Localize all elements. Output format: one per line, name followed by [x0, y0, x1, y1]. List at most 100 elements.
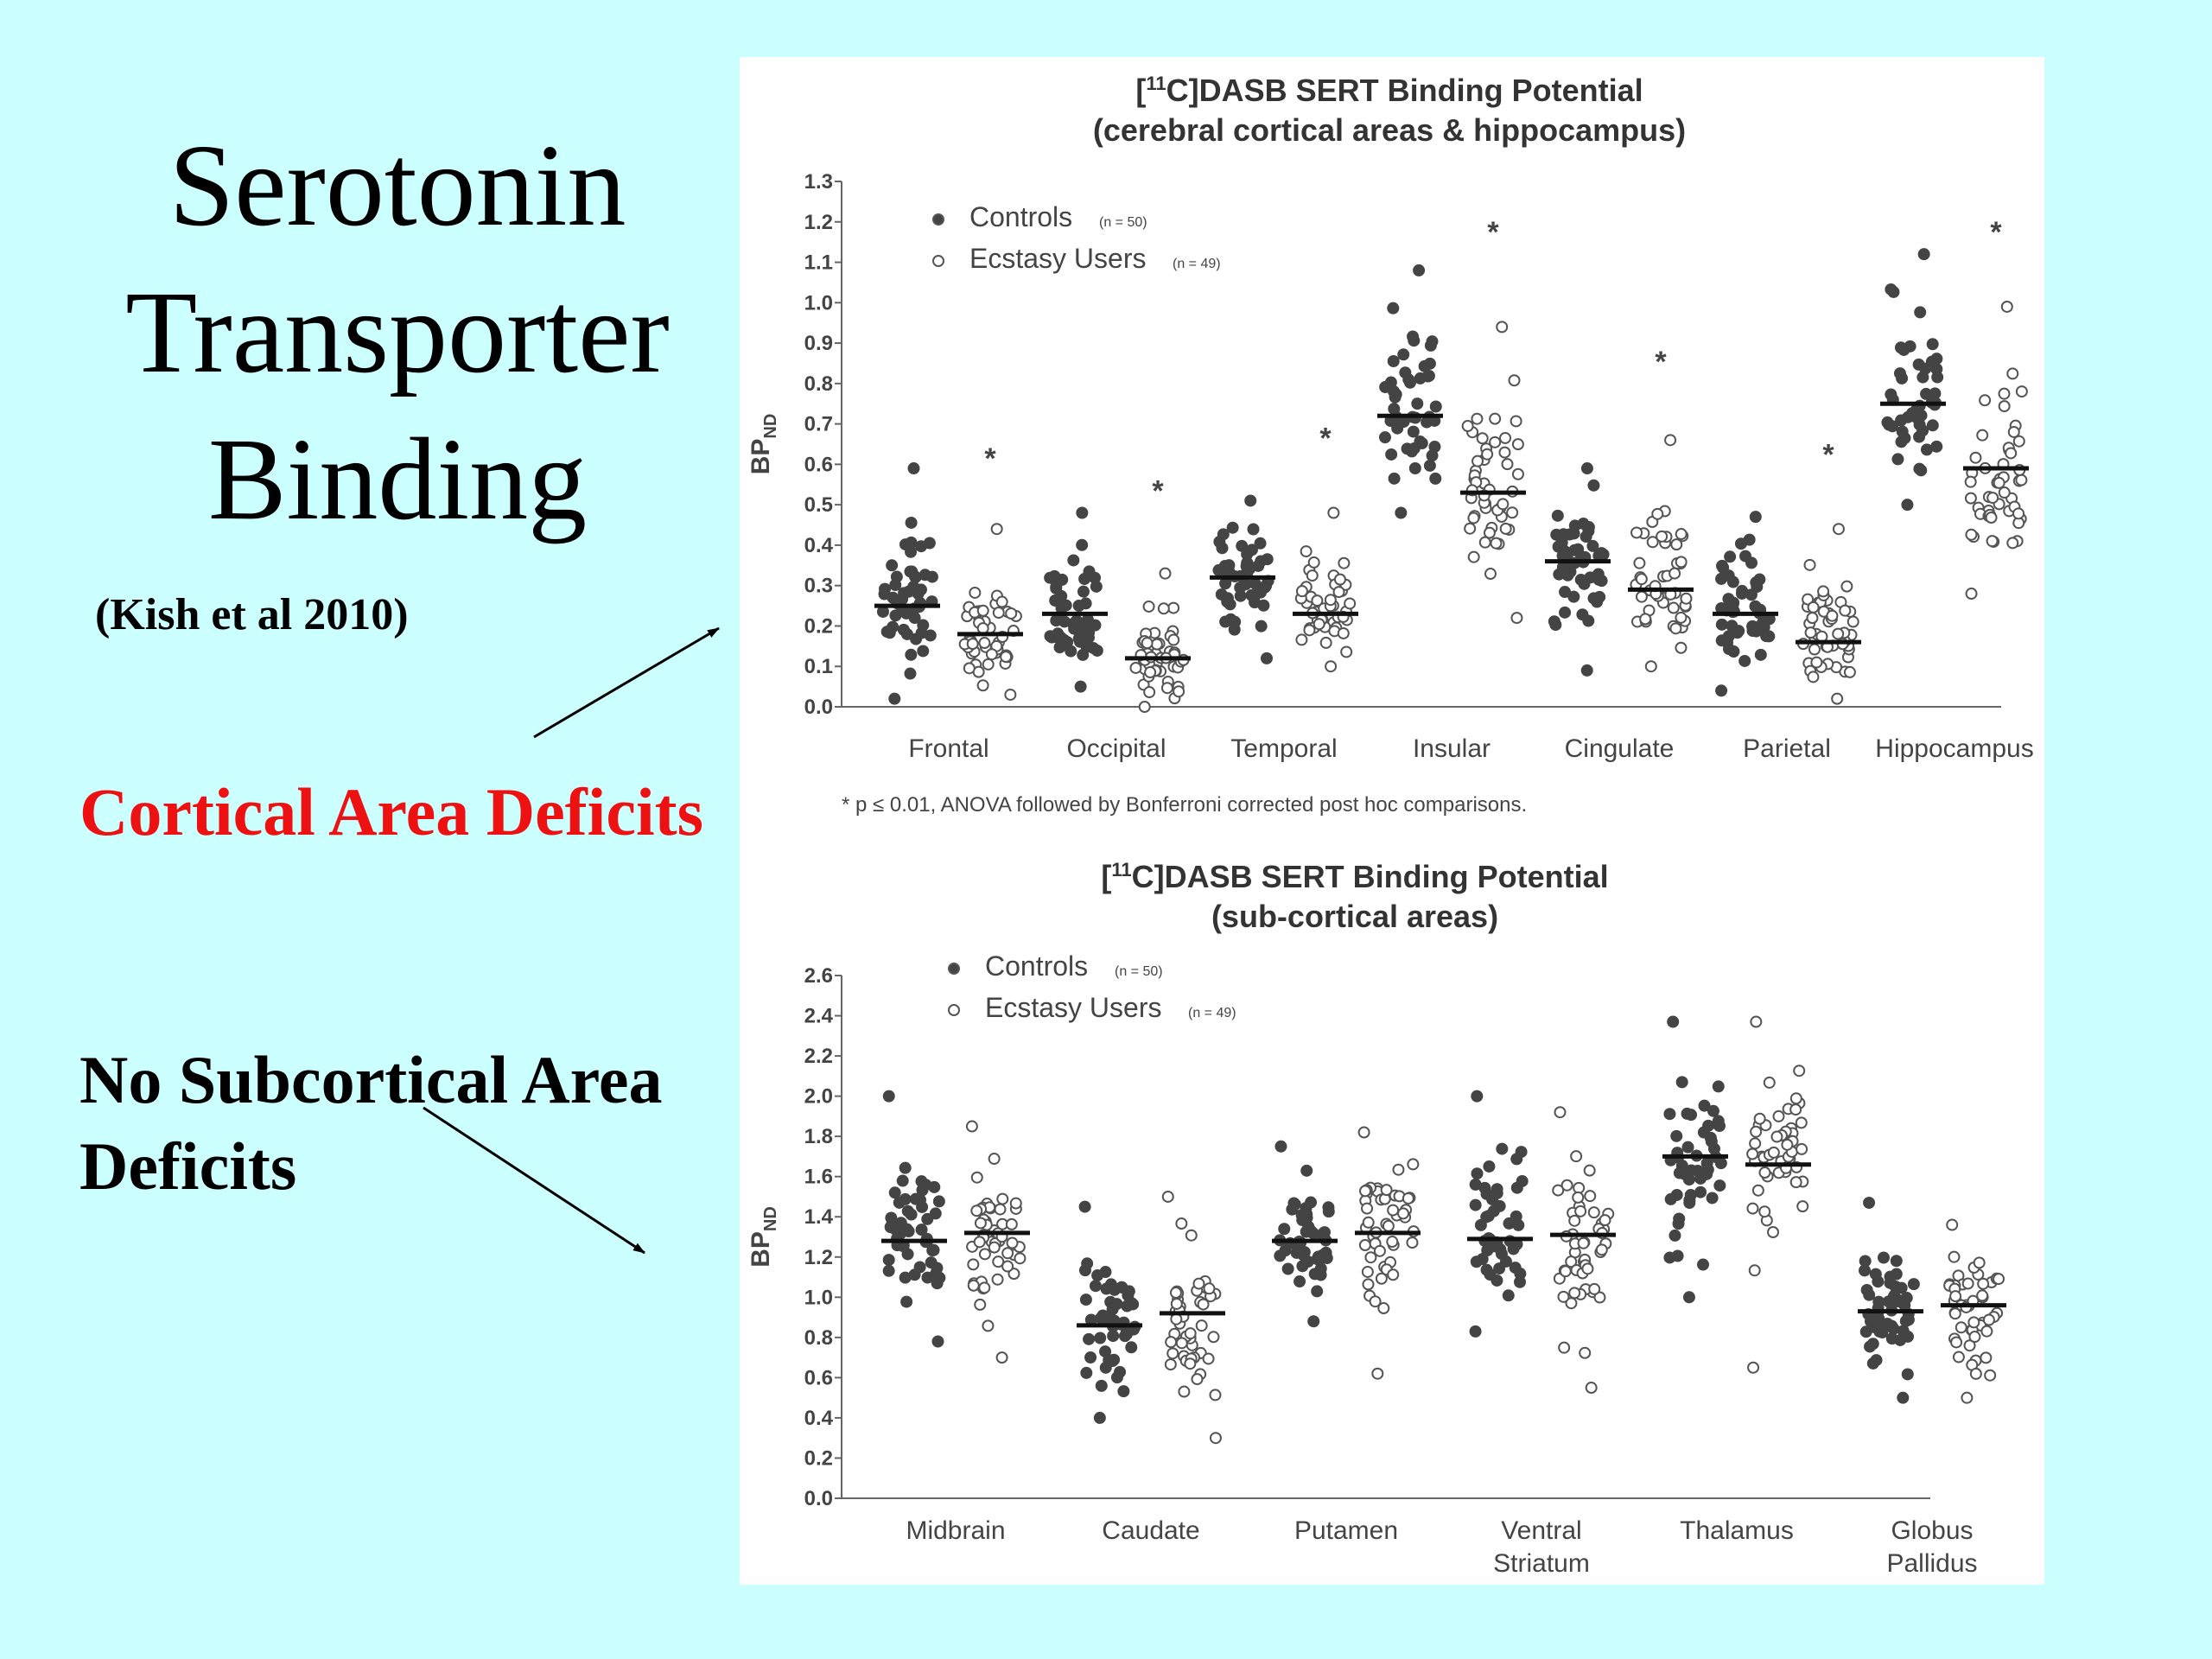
y-tick-label: 0.6 — [804, 1366, 833, 1389]
point-controls — [921, 1212, 934, 1225]
point-users — [1967, 1316, 1980, 1329]
point-users — [1319, 636, 1332, 649]
point-controls — [1722, 569, 1735, 582]
point-controls — [1914, 306, 1927, 319]
point-controls — [1510, 1153, 1523, 1166]
point-users — [967, 1279, 980, 1292]
point-users — [1195, 1319, 1208, 1332]
point-users — [1362, 1216, 1375, 1229]
point-controls — [916, 1184, 929, 1197]
point-users — [1982, 1313, 1995, 1326]
point-users — [1338, 556, 1351, 569]
point-users — [1568, 1214, 1581, 1227]
point-users — [1587, 1206, 1600, 1219]
point-controls — [1320, 1251, 1333, 1264]
subcortical-line: No Subcortical Area — [79, 1042, 663, 1117]
y-tick-label: 2.6 — [804, 964, 833, 988]
point-users — [1758, 1205, 1771, 1218]
point-controls — [915, 626, 928, 639]
point-controls — [1484, 1268, 1497, 1281]
point-users — [1998, 400, 2011, 413]
chart-title-cortical: [11C]DASB SERT Binding Potential (cerebr… — [957, 64, 1821, 150]
point-users — [1144, 666, 1157, 679]
point-users — [1583, 1164, 1596, 1177]
point-users — [1669, 622, 1682, 635]
point-users — [1295, 633, 1308, 646]
point-users — [1324, 594, 1337, 607]
point-controls — [1694, 1185, 1707, 1198]
significance-star: * — [1487, 216, 1499, 249]
point-users — [1588, 1282, 1601, 1295]
point-users — [1306, 569, 1319, 582]
point-users — [1364, 1251, 1377, 1264]
point-users — [1203, 1282, 1216, 1295]
point-users — [1948, 1250, 1961, 1263]
point-controls — [1576, 608, 1589, 621]
point-users — [974, 1298, 987, 1311]
point-controls — [1701, 1163, 1714, 1176]
point-controls — [886, 559, 899, 572]
point-users — [1977, 1277, 1990, 1290]
point-users — [1461, 420, 1474, 433]
point-controls — [1281, 1262, 1294, 1275]
point-controls — [1896, 425, 1909, 438]
point-users — [966, 638, 979, 651]
point-users — [2006, 537, 2019, 550]
point-users — [1572, 1191, 1585, 1204]
point-controls — [1089, 619, 1102, 632]
point-users — [978, 637, 991, 650]
point-controls — [1089, 1280, 1102, 1293]
point-controls — [1931, 371, 1944, 384]
point-users — [1789, 1103, 1802, 1116]
citation: (Kish et al 2010) — [95, 590, 409, 639]
point-controls — [889, 609, 902, 622]
point-controls — [883, 626, 896, 639]
point-controls — [1090, 644, 1103, 657]
point-controls — [1114, 1365, 1127, 1378]
point-controls — [1890, 1268, 1903, 1281]
point-controls — [904, 667, 917, 680]
point-controls — [908, 570, 921, 583]
point-controls — [1555, 536, 1568, 549]
point-users — [1202, 1352, 1215, 1365]
point-controls — [1717, 561, 1730, 574]
point-users — [1407, 1158, 1420, 1171]
point-controls — [1234, 589, 1247, 602]
point-controls — [1495, 1248, 1508, 1261]
point-controls — [1890, 1255, 1903, 1268]
point-controls — [918, 569, 931, 582]
point-users — [1005, 607, 1018, 620]
point-controls — [1860, 1283, 1873, 1296]
point-controls — [1907, 1278, 1920, 1291]
arrow-to-subcortical-chart — [423, 1106, 645, 1255]
point-users — [1644, 660, 1657, 673]
point-controls — [879, 582, 892, 595]
y-tick-label: 0.3 — [804, 575, 833, 598]
point-controls — [1094, 1332, 1107, 1344]
point-controls — [1913, 462, 1926, 475]
point-controls — [1300, 1164, 1313, 1177]
point-users — [1375, 1272, 1388, 1285]
point-controls — [1714, 1157, 1727, 1170]
y-tick-label: 0.0 — [804, 696, 833, 719]
y-tick-label: 0.6 — [804, 453, 833, 476]
point-controls — [1885, 283, 1897, 296]
point-users — [1483, 526, 1496, 539]
point-controls — [1305, 1224, 1318, 1237]
y-tick-label: 2.4 — [804, 1005, 834, 1028]
point-controls — [1428, 441, 1441, 454]
point-controls — [1870, 1354, 1883, 1367]
point-users — [988, 1241, 1001, 1254]
point-controls — [1724, 550, 1737, 563]
y-tick-label: 0.7 — [804, 413, 833, 436]
point-users — [1557, 1290, 1570, 1303]
point-users — [1767, 1146, 1780, 1159]
point-controls — [1387, 302, 1400, 315]
point-users — [1170, 1313, 1183, 1325]
point-users — [1748, 1264, 1761, 1277]
point-users — [1584, 1190, 1597, 1203]
point-users — [1949, 1290, 1962, 1303]
point-controls — [1763, 630, 1776, 643]
point-controls — [1429, 400, 1442, 413]
point-users — [1307, 556, 1320, 569]
